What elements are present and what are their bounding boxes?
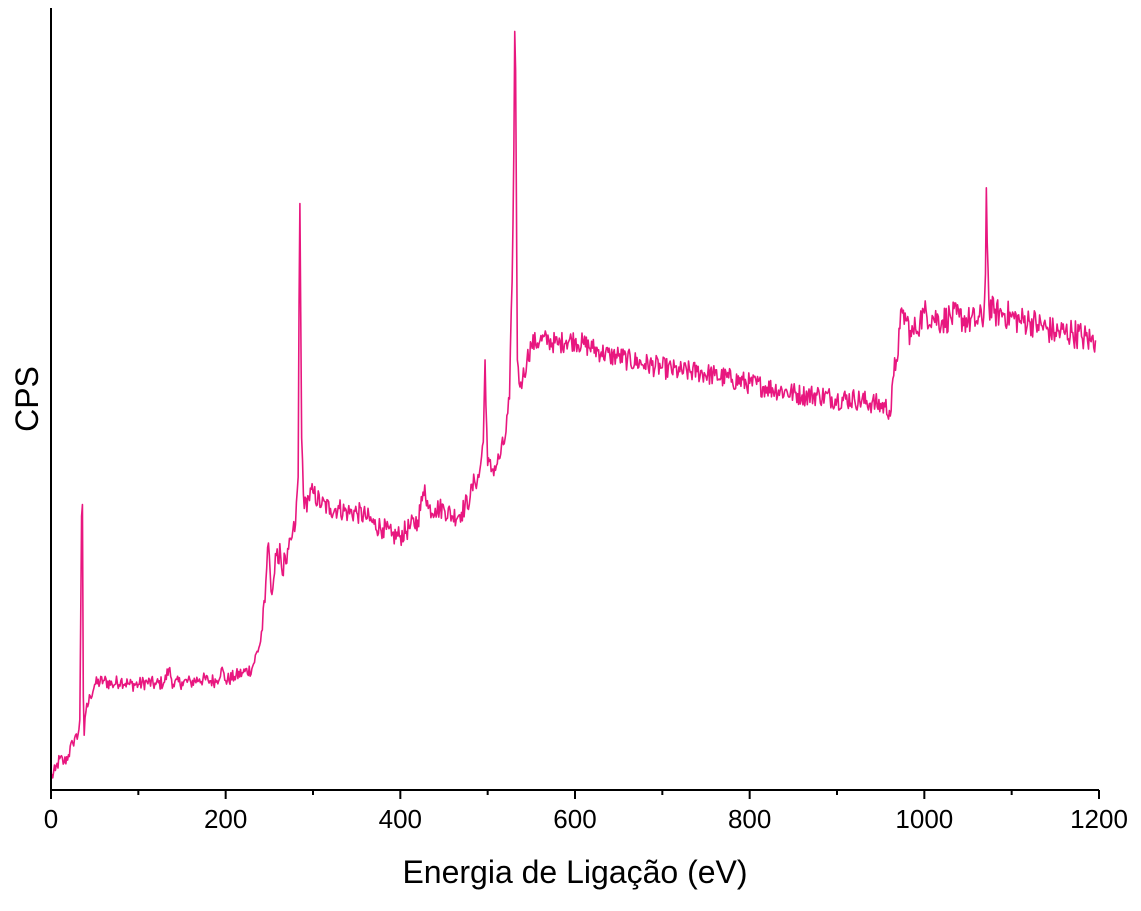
x-axis-title: Energia de Ligação (eV) — [402, 854, 747, 890]
plot-area — [50, 30, 1097, 779]
x-tick-label: 1200 — [1070, 804, 1128, 834]
x-axis-ticks — [50, 790, 1100, 799]
y-axis-title: CPS — [9, 366, 45, 432]
x-tick-label: 400 — [379, 804, 422, 834]
x-tick-label: 1000 — [895, 804, 953, 834]
x-axis-tick-labels: 0 200 400 600 800 1000 1200 — [44, 804, 1128, 834]
x-tick-label: 800 — [728, 804, 771, 834]
x-tick-label: 0 — [44, 804, 58, 834]
x-tick-label: 600 — [553, 804, 596, 834]
spectrum-line — [50, 30, 1097, 779]
x-tick-label: 200 — [204, 804, 247, 834]
